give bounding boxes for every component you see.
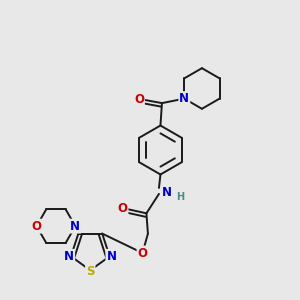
Text: S: S [86,265,94,278]
Text: N: N [162,186,172,199]
Text: O: O [32,220,41,232]
Text: N: N [70,220,80,232]
Text: H: H [176,193,184,202]
Text: N: N [64,250,74,263]
Text: O: O [137,247,148,260]
Text: O: O [118,202,128,215]
Text: O: O [134,93,144,106]
Text: N: N [106,250,116,263]
Text: N: N [179,92,189,105]
